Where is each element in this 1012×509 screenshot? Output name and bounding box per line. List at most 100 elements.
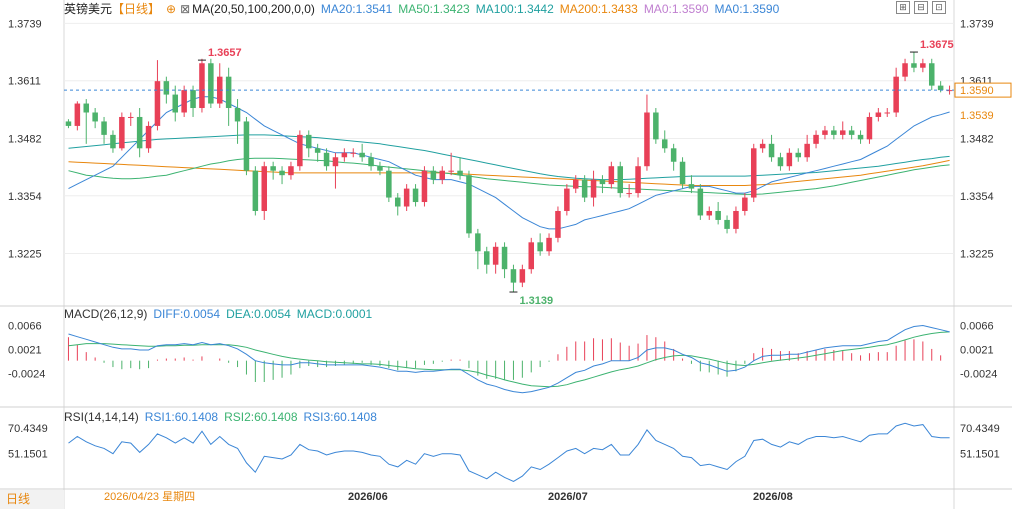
- candle-body: [777, 157, 784, 167]
- candle-body: [377, 166, 383, 171]
- candle-body: [483, 251, 490, 265]
- candle-body: [492, 246, 499, 265]
- candle-body: [92, 112, 98, 122]
- candle-body: [679, 161, 686, 185]
- macd-tick-left: 0.0021: [8, 344, 42, 356]
- candle-body: [528, 242, 535, 270]
- candle-body: [510, 269, 517, 283]
- rsi-tick-right: 51.1501: [960, 448, 1000, 460]
- macd-title: MACD(26,12,9): [64, 307, 148, 321]
- cursor-date-label: 2026/04/23 星期四: [104, 491, 196, 503]
- layout-icon[interactable]: ⊡: [932, 1, 946, 14]
- candle-body: [288, 166, 294, 176]
- candle-body: [297, 134, 303, 167]
- candle-body: [697, 188, 704, 216]
- settings-icon[interactable]: ⊕: [166, 2, 177, 16]
- candle-body: [555, 210, 561, 238]
- candle-body: [110, 134, 116, 149]
- candle-body: [466, 175, 472, 234]
- rsi-tick-right: 70.4349: [960, 423, 1000, 435]
- candle-body: [581, 179, 588, 198]
- candle-body: [359, 152, 365, 158]
- candle-body: [617, 166, 624, 194]
- candle-body: [902, 63, 908, 77]
- candle-body: [893, 76, 899, 113]
- indicator-icon[interactable]: ⊠: [180, 2, 191, 16]
- rsi-title: RSI(14,14,14): [64, 410, 139, 424]
- candle-body: [804, 143, 810, 158]
- high-label: 1.3657: [208, 47, 242, 59]
- candle-body: [688, 184, 695, 189]
- macd-legend: MACD(26,12,9) DIFF:0.0054 DEA:0.0054 MACD:0…: [64, 307, 378, 321]
- candle-body: [386, 170, 392, 198]
- candle-body: [65, 121, 72, 126]
- high2-label: 1.3675: [920, 39, 954, 51]
- grid-toggle-icon[interactable]: ⊞: [896, 1, 910, 14]
- candle-body: [305, 134, 312, 149]
- rsi-legend: RSI(14,14,14) RSI1:60.1408 RSI2:60.1408 RSI…: [64, 410, 383, 424]
- candle-body: [795, 152, 802, 158]
- candle-body: [127, 116, 134, 118]
- candle-body: [742, 197, 748, 211]
- price-tick-right: 1.3739: [960, 18, 994, 30]
- price-tick-right: 1.3225: [960, 249, 994, 261]
- price-tick-left: 1.3354: [8, 191, 42, 203]
- low-label: 1.3139: [519, 295, 553, 307]
- candle-body: [279, 170, 285, 176]
- ma20-value: MA20:1.3541: [320, 2, 393, 16]
- candle-body: [270, 166, 276, 171]
- price-tick-left: 1.3482: [8, 133, 42, 145]
- candle-body: [181, 90, 187, 113]
- candle-body: [448, 170, 454, 172]
- candle-body: [225, 76, 232, 109]
- macd-tick-right: 0.0021: [960, 344, 994, 356]
- candle-body: [848, 130, 855, 135]
- split-view-icon[interactable]: ⊟: [914, 1, 928, 14]
- candle-body: [750, 148, 757, 198]
- rsi-panel: 70.4349 70.4349 51.1501 51.1501: [8, 422, 1000, 482]
- candlesticks: [65, 52, 953, 293]
- candle-body: [261, 166, 268, 211]
- ma200-value: MA200:1.3433: [559, 2, 638, 16]
- macd-diff-value: DIFF:0.0054: [153, 307, 221, 321]
- macd-tick-right: -0.0024: [960, 368, 997, 380]
- candle-body: [866, 116, 873, 140]
- period-tab[interactable]: 日线: [0, 490, 64, 509]
- ma50-line: [68, 157, 950, 195]
- rsi-tick-left: 51.1501: [8, 448, 48, 460]
- candle-body: [430, 170, 437, 180]
- candle-body: [599, 179, 606, 185]
- candle-body: [608, 166, 615, 185]
- candle-body: [733, 210, 739, 229]
- macd-dea-value: DEA:0.0054: [226, 307, 291, 321]
- price-tick-left: 1.3611: [8, 76, 41, 88]
- candle-body: [928, 63, 935, 86]
- candle-body: [706, 210, 713, 216]
- candle-body: [412, 188, 419, 203]
- candle-body: [626, 193, 632, 195]
- ma20-tag-label: 1.3539: [960, 110, 994, 122]
- candle-body: [937, 85, 944, 91]
- candle-body: [101, 121, 107, 135]
- candle-body: [911, 63, 917, 68]
- period-label[interactable]: 【日线】: [112, 2, 161, 16]
- month-label-jul: 2026/07: [548, 491, 588, 503]
- macd-panel: 0.0066 0.0066 0.0021 0.0021 -0.0024 -0.0024: [8, 320, 997, 394]
- candle-body: [786, 152, 793, 167]
- moving-average-lines: [68, 96, 950, 230]
- candle-body: [946, 90, 953, 92]
- candle-body: [208, 63, 214, 104]
- candle-body: [920, 63, 926, 68]
- candle-body: [564, 188, 570, 211]
- price-tick-left: 1.3225: [8, 249, 42, 261]
- ma100-value: MA100:1.3442: [475, 2, 554, 16]
- instrument-name: 英镑美元: [64, 2, 113, 16]
- month-label-aug: 2026/08: [753, 491, 793, 503]
- candle-body: [831, 130, 837, 135]
- candle-body: [190, 90, 196, 109]
- candle-body: [670, 148, 677, 162]
- candle-body: [857, 134, 864, 140]
